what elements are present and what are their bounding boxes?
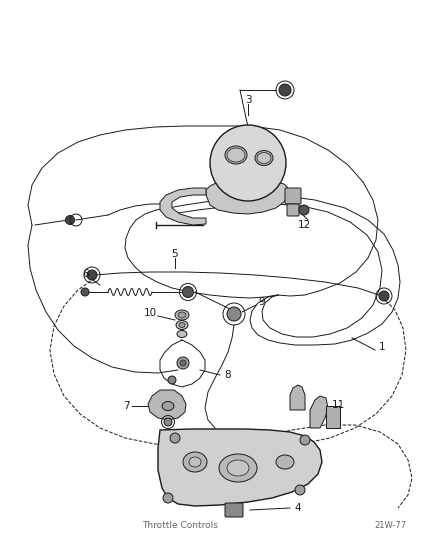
Text: 3: 3 <box>245 95 251 105</box>
Circle shape <box>164 418 172 426</box>
Circle shape <box>300 435 310 445</box>
Polygon shape <box>160 188 206 225</box>
FancyBboxPatch shape <box>285 188 301 204</box>
Circle shape <box>87 270 97 280</box>
Polygon shape <box>158 429 322 506</box>
Circle shape <box>168 376 176 384</box>
Ellipse shape <box>189 457 201 467</box>
Text: 8: 8 <box>225 370 231 380</box>
FancyBboxPatch shape <box>326 406 340 428</box>
Text: 1: 1 <box>379 342 385 352</box>
FancyBboxPatch shape <box>287 204 299 216</box>
Circle shape <box>81 288 89 296</box>
Ellipse shape <box>176 320 188 329</box>
Text: 6: 6 <box>83 269 89 279</box>
Ellipse shape <box>183 452 207 472</box>
Ellipse shape <box>227 148 245 162</box>
Ellipse shape <box>227 460 249 476</box>
Circle shape <box>299 205 309 215</box>
Polygon shape <box>148 390 186 420</box>
Text: 11: 11 <box>332 400 345 410</box>
Circle shape <box>66 215 74 224</box>
Circle shape <box>177 357 189 369</box>
Ellipse shape <box>225 146 247 164</box>
Text: 7: 7 <box>123 401 129 411</box>
Ellipse shape <box>219 454 257 482</box>
Circle shape <box>210 125 286 201</box>
Ellipse shape <box>177 330 187 337</box>
Circle shape <box>295 485 305 495</box>
Ellipse shape <box>162 401 174 410</box>
Ellipse shape <box>175 310 189 320</box>
Ellipse shape <box>179 322 185 327</box>
Polygon shape <box>310 396 328 428</box>
Circle shape <box>379 291 389 301</box>
Ellipse shape <box>257 152 271 164</box>
Circle shape <box>279 84 291 96</box>
Polygon shape <box>290 385 305 410</box>
Text: 21W-77: 21W-77 <box>374 521 406 530</box>
Text: 12: 12 <box>297 220 311 230</box>
Text: 4: 4 <box>295 503 301 513</box>
Polygon shape <box>206 180 288 214</box>
Circle shape <box>180 360 186 366</box>
Ellipse shape <box>255 150 273 166</box>
Circle shape <box>227 307 241 321</box>
Ellipse shape <box>276 455 294 469</box>
FancyBboxPatch shape <box>225 503 243 517</box>
Ellipse shape <box>178 312 186 318</box>
Circle shape <box>183 287 194 297</box>
Text: 9: 9 <box>259 297 265 307</box>
Text: 5: 5 <box>172 249 178 259</box>
Text: Throttle Controls: Throttle Controls <box>142 521 218 530</box>
Circle shape <box>170 433 180 443</box>
Text: 10: 10 <box>143 308 156 318</box>
Circle shape <box>163 493 173 503</box>
